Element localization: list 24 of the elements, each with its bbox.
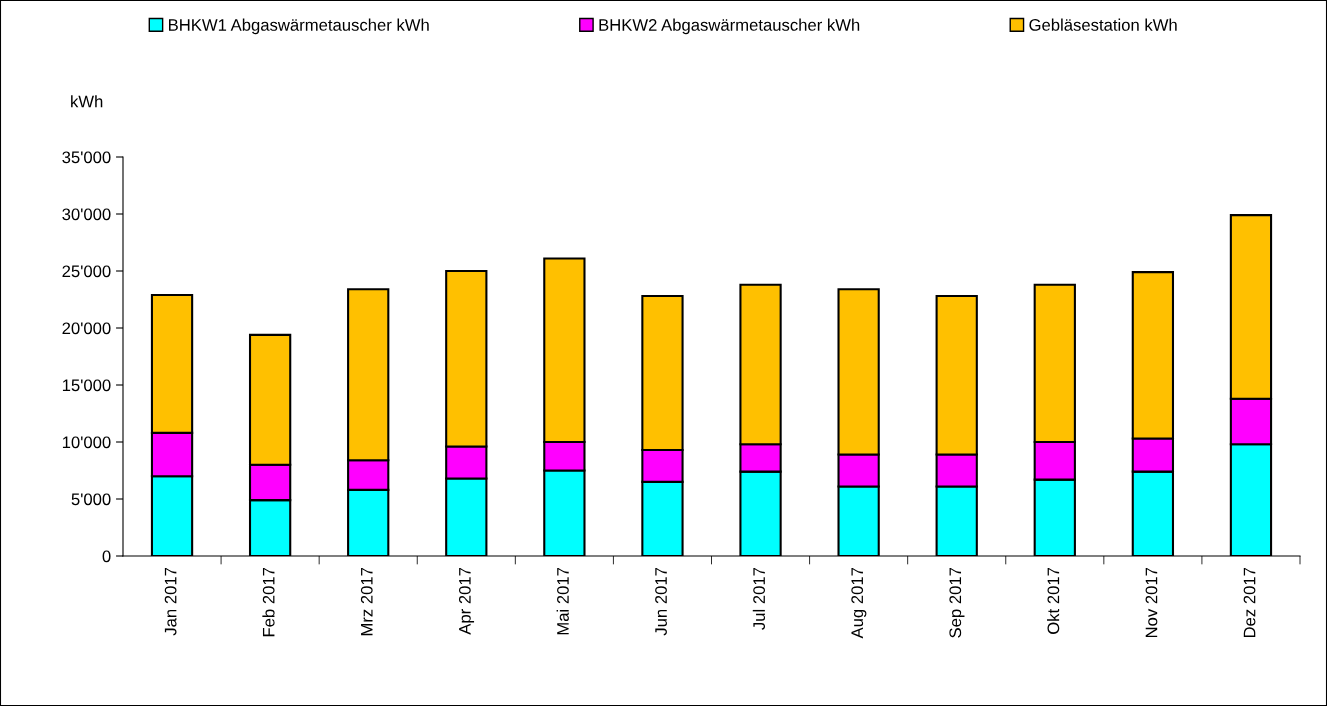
x-tick-label: Sep 2017 — [949, 567, 965, 638]
x-tick-label: Aug 2017 — [851, 567, 867, 639]
x-tick-label: Apr 2017 — [458, 567, 475, 635]
x-tick-label: Jul 2017 — [752, 567, 766, 630]
legend-label: Gebläsestation kWh — [1029, 18, 1177, 31]
legend-label: BHKW2 Abgaswärmetauscher kWh — [599, 18, 860, 35]
x-tick-label: Mrz 2017 — [360, 567, 373, 636]
x-tick-label: Nov 2017 — [1145, 567, 1158, 638]
y-tick-label: 25'000 — [62, 265, 111, 278]
y-tick-label: 15'000 — [62, 379, 111, 392]
x-tick-label: Mai 2017 — [556, 567, 569, 635]
x-tick-label: Feb 2017 — [262, 567, 275, 637]
y-tick-label: 10'000 — [62, 436, 111, 449]
x-tick-label: Jan 2017 — [164, 567, 177, 636]
y-tick-label: 30'000 — [62, 208, 111, 221]
y-tick-label: 35'000 — [62, 151, 111, 164]
y-tick-label: 0 — [102, 550, 111, 563]
y-axis-title: kWh — [71, 95, 103, 108]
x-tick-label: Dez 2017 — [1243, 567, 1256, 638]
x-tick-label: Okt 2017 — [1047, 567, 1060, 634]
y-tick-label: 5'000 — [71, 493, 111, 506]
y-tick-label: 20'000 — [62, 322, 111, 335]
legend-label: BHKW1 Abgaswärmetauscher kWh — [169, 18, 429, 35]
x-tick-label: Jun 2017 — [655, 567, 667, 636]
